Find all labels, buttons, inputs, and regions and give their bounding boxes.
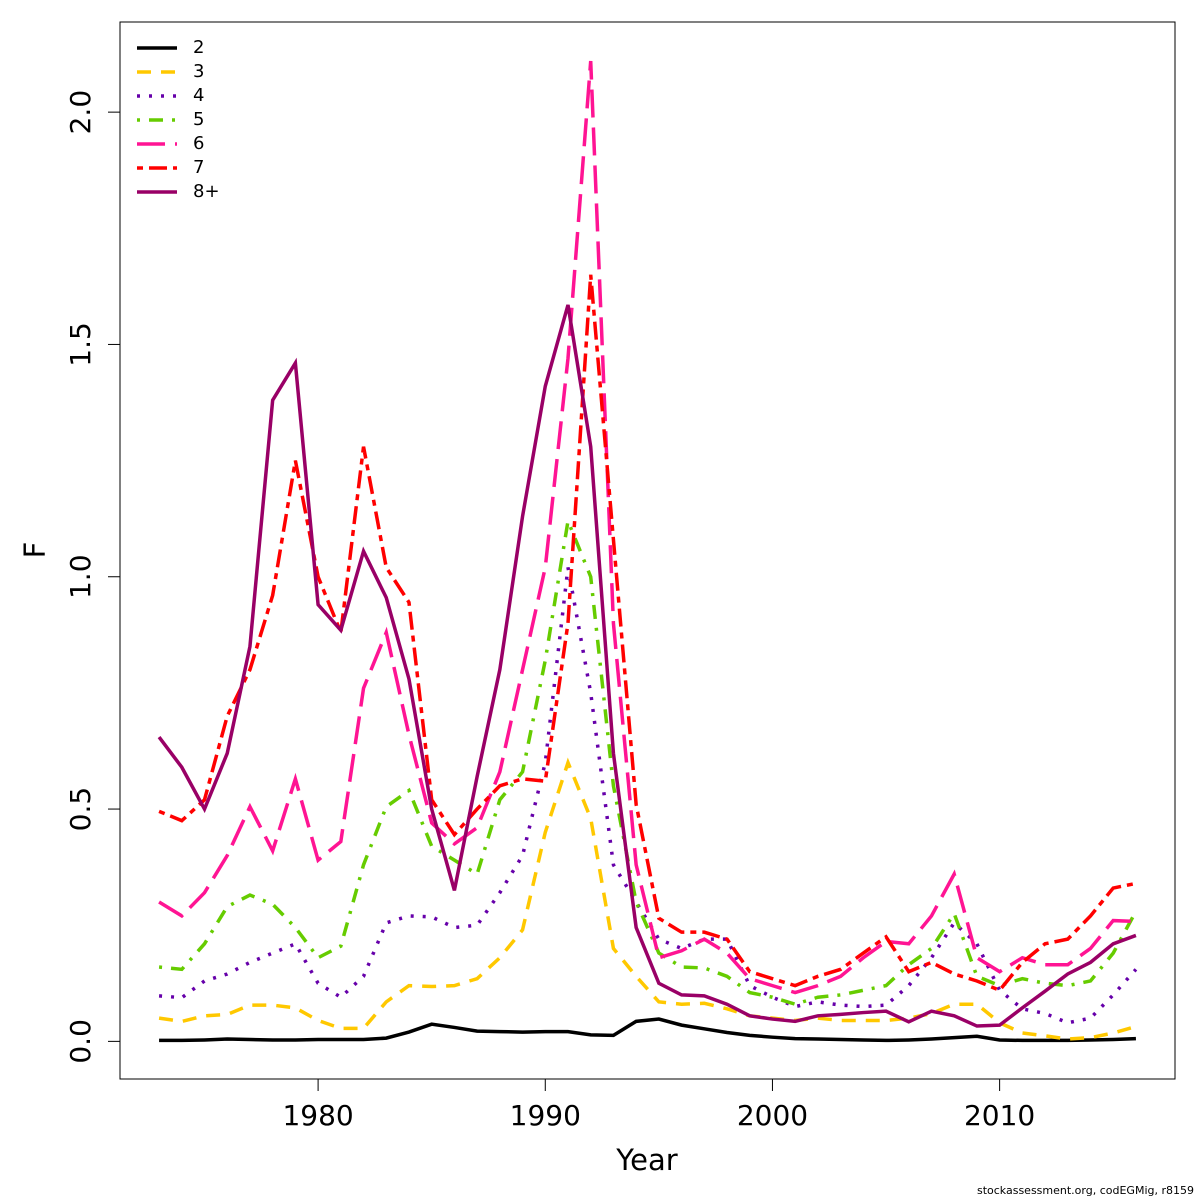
- y-tick-label: 2.0: [64, 90, 97, 135]
- y-tick-label: 1.0: [64, 554, 97, 599]
- y-tick-label: 0.0: [64, 1019, 97, 1064]
- y-tick-label: 0.5: [64, 787, 97, 832]
- series-line: [158, 757, 1137, 1041]
- x-axis-title: Year: [615, 1143, 677, 1177]
- x-tick-label: 1980: [282, 1099, 353, 1132]
- x-tick-label: 2010: [964, 1099, 1035, 1132]
- x-tick-label: 1990: [510, 1099, 581, 1132]
- legend-label: 4: [193, 85, 204, 106]
- footer: stockassessment.org, codEGMig, r8159: [977, 1184, 1194, 1197]
- y-tick-label: 1.5: [64, 322, 97, 367]
- x-tick-label: 2000: [737, 1099, 808, 1132]
- series-line: [158, 274, 1137, 993]
- series-line: [158, 60, 1137, 995]
- series-line: [157, 304, 1137, 1028]
- legend-label: 8+: [193, 181, 220, 202]
- plot-frame: [119, 21, 1176, 1080]
- series-line: [159, 1017, 1137, 1043]
- series-line: [158, 514, 1138, 1007]
- legend-label: 3: [193, 61, 204, 82]
- legend-label: 2: [193, 37, 204, 58]
- legend-label: 7: [193, 157, 204, 178]
- legend-label: 5: [193, 109, 204, 130]
- legend-label: 6: [193, 133, 204, 154]
- y-axis-title: F: [18, 542, 52, 559]
